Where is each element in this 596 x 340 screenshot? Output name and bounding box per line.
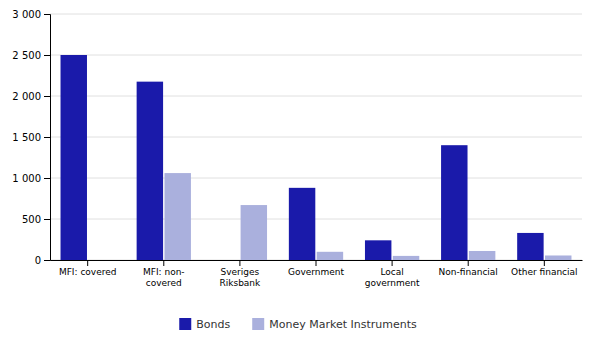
bar — [137, 82, 163, 260]
y-tick: 500 — [22, 214, 50, 225]
bar — [164, 173, 190, 260]
y-axis: 0 500 1 000 1 500 2 000 2 500 3 000 — [12, 9, 50, 266]
y-tick-label: 0 — [35, 255, 41, 266]
x-axis: MFI: covered MFI: non-covered SverigesRiks… — [51, 260, 583, 288]
x-tick-label-line: Non-financial — [439, 267, 498, 277]
tick-mark — [316, 260, 317, 266]
legend-label: Bonds — [196, 318, 230, 331]
grid — [50, 14, 582, 260]
tick-mark — [392, 260, 393, 266]
bar — [88, 260, 114, 261]
x-tick-label: Localgovernment — [365, 267, 420, 287]
x-tick-label: Other financial — [511, 267, 577, 277]
bar — [545, 255, 571, 260]
tick-mark — [44, 96, 50, 97]
grid-line — [50, 96, 582, 97]
y-tick-label: 2 000 — [12, 91, 41, 102]
legend-item: Bonds — [179, 318, 230, 331]
x-tick-label-line: Government — [288, 267, 345, 277]
x-tick-label-line: government — [365, 278, 420, 288]
bar — [61, 55, 87, 260]
y-tick-label: 3 000 — [12, 9, 41, 20]
x-tick: Non-financial — [439, 260, 498, 277]
y-tick: 1 000 — [12, 173, 50, 184]
tick-mark — [468, 260, 469, 266]
y-tick-label: 1 500 — [12, 132, 41, 143]
x-tick: Government — [288, 260, 345, 277]
y-tick-label: 2 500 — [12, 50, 41, 61]
plot: 0 500 1 000 1 500 2 000 2 500 3 000 MFI: covere… — [12, 9, 582, 288]
x-tick: MFI: non-covered — [143, 260, 185, 288]
y-tick-label: 500 — [22, 214, 41, 225]
grid-line — [50, 137, 582, 138]
y-tick: 3 000 — [12, 9, 50, 20]
x-tick-label-line: Other financial — [511, 267, 577, 277]
chart: 0 500 1 000 1 500 2 000 2 500 3 000 MFI: covere… — [0, 0, 596, 340]
tick-mark — [544, 260, 545, 266]
tick-mark — [44, 260, 50, 261]
bars — [61, 55, 572, 260]
y-tick: 2 500 — [12, 50, 50, 61]
y-tick: 1 500 — [12, 132, 50, 143]
x-tick-label-line: Local — [380, 267, 403, 277]
grid-line — [50, 219, 582, 220]
bar — [441, 145, 467, 260]
bar — [469, 251, 495, 260]
bar — [517, 233, 543, 260]
tick-mark — [44, 137, 50, 138]
tick-mark — [87, 260, 88, 266]
tick-mark — [44, 219, 50, 220]
x-tick-label-line: MFI: non- — [143, 267, 185, 277]
x-tick-label: Government — [288, 267, 345, 277]
y-tick: 2 000 — [12, 91, 50, 102]
x-tick-label-line: MFI: covered — [59, 267, 117, 277]
x-tick: MFI: covered — [59, 260, 117, 277]
tick-mark — [44, 178, 50, 179]
x-tick-label: Non-financial — [439, 267, 498, 277]
legend-swatch — [179, 318, 191, 330]
x-tick: Other financial — [511, 260, 577, 277]
x-tick-label: MFI: non-covered — [143, 267, 185, 287]
tick-mark — [44, 14, 50, 15]
legend-swatch — [252, 318, 264, 330]
tick-mark — [44, 55, 50, 56]
bar — [317, 252, 343, 260]
grid-line — [50, 14, 582, 15]
x-tick: SverigesRiksbank — [219, 260, 261, 288]
x-tick-label-line: Riksbank — [219, 278, 261, 288]
bar — [365, 240, 391, 260]
tick-mark — [163, 260, 164, 266]
tick-mark — [239, 260, 240, 266]
x-tick-label-line: covered — [146, 278, 182, 288]
legend-item: Money Market Instruments — [252, 318, 417, 331]
x-tick-label: SverigesRiksbank — [219, 267, 261, 287]
axis-line — [44, 15, 51, 261]
bar — [393, 256, 419, 260]
bar — [241, 205, 267, 260]
x-tick-label-line: Sveriges — [221, 267, 260, 277]
x-tick-label: MFI: covered — [59, 267, 117, 277]
bar — [213, 260, 239, 261]
y-tick-label: 1 000 — [12, 173, 41, 184]
legend-label: Money Market Instruments — [269, 318, 417, 331]
grid-line — [50, 178, 582, 179]
x-tick: Localgovernment — [365, 260, 420, 288]
grid-line — [50, 55, 582, 56]
legend: Bonds Money Market Instruments — [179, 318, 417, 331]
bar — [289, 188, 315, 260]
y-tick: 0 — [35, 255, 50, 266]
